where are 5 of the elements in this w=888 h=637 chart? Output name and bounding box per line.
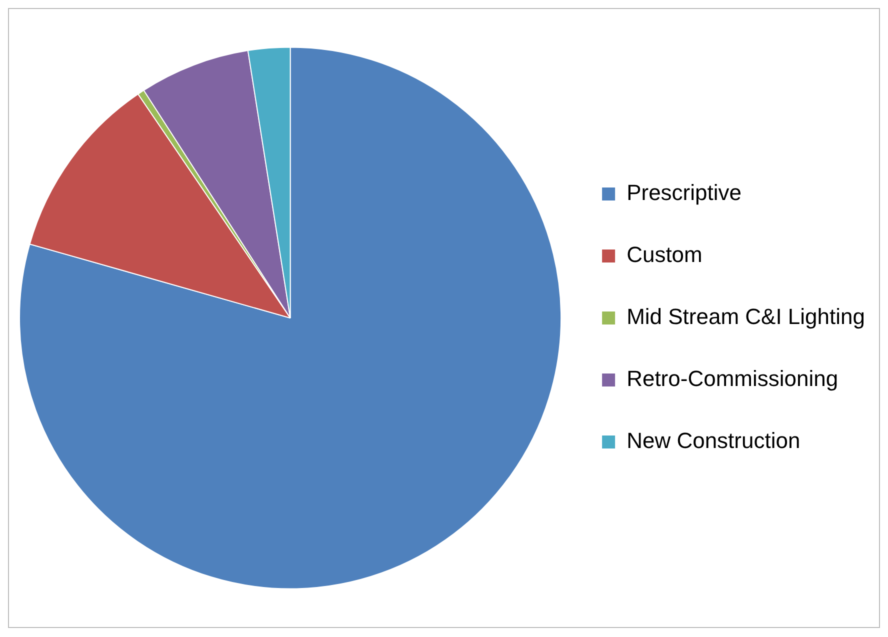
legend-label: Mid Stream C&I Lighting [626,304,866,330]
legend-label: New Construction [626,428,800,454]
legend-label: Retro-Commissioning [626,366,838,392]
legend-label: Prescriptive [626,180,742,206]
legend-label: Custom [626,242,702,268]
